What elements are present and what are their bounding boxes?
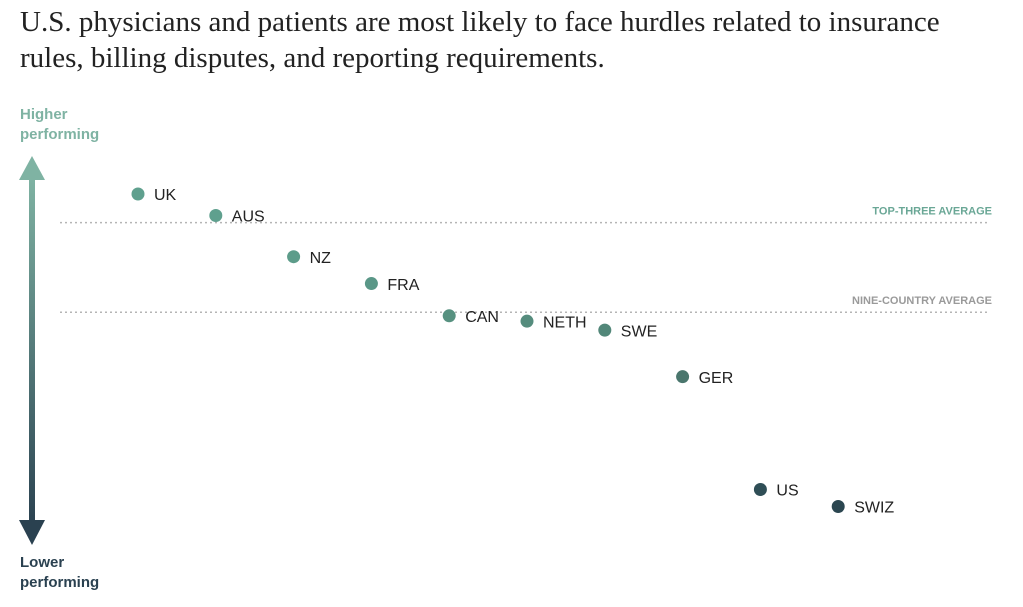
dot-label: FRA [387,277,419,294]
dot [831,500,845,513]
dot [598,323,612,337]
dot-label: UK [154,187,177,204]
dot [676,370,690,384]
dot-label: SWE [621,323,657,340]
arrow-head-up [19,156,45,180]
dot-label: AUS [232,209,265,226]
arrow-shaft [29,176,35,526]
dot-label: CAN [465,309,499,326]
dot [364,277,378,291]
dot-label: NZ [310,250,332,267]
dot-label: US [776,483,798,500]
dot [442,309,456,323]
chart-title: U.S. physicians and patients are most li… [20,6,940,74]
lower-label: Lower performing [20,554,100,591]
dot [287,250,301,264]
higher-label: Higher performing [20,106,100,143]
dot [209,209,223,223]
dot-label: NETH [543,314,587,331]
dot-label: SWIZ [854,500,894,517]
dot [520,314,534,328]
dot [131,187,145,201]
dot [753,482,767,496]
dot-label: GER [699,370,734,387]
arrow-head-down [19,520,45,545]
reference-label: NINE-COUNTRY AVERAGE [852,295,992,307]
reference-label: TOP-THREE AVERAGE [872,206,992,218]
